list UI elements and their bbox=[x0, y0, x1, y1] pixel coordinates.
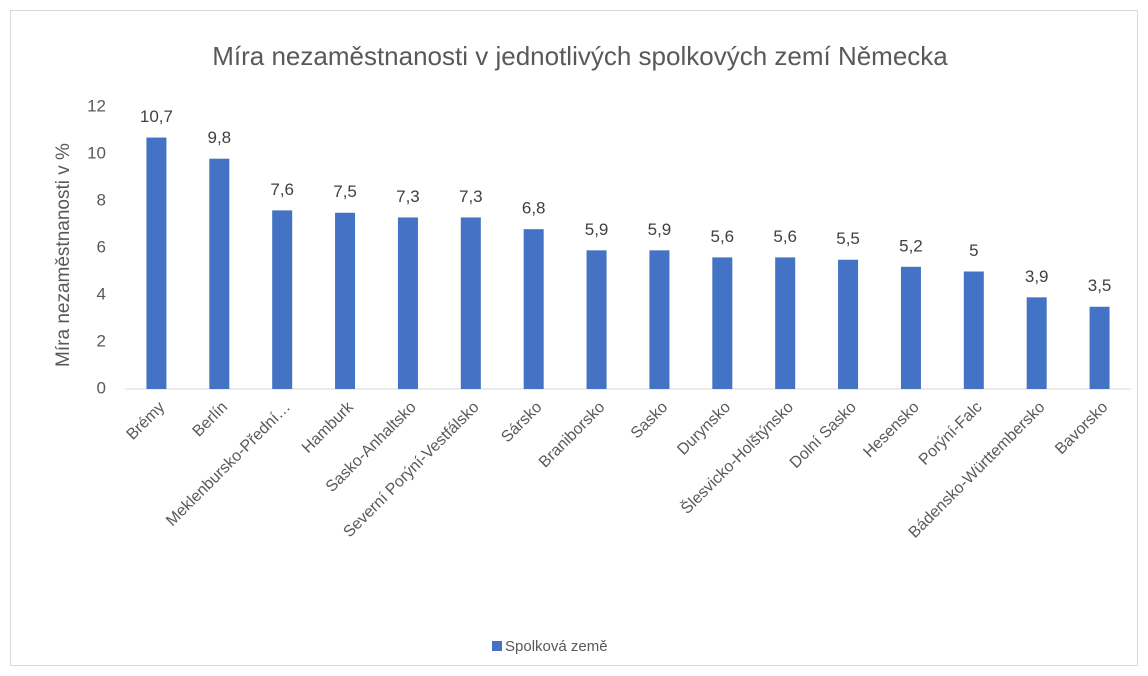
y-tick-label: 6 bbox=[97, 237, 106, 256]
data-label: 5,6 bbox=[710, 227, 734, 246]
data-label: 7,5 bbox=[333, 182, 357, 201]
legend-label: Spolková země bbox=[505, 638, 608, 655]
y-tick-label: 4 bbox=[97, 284, 106, 303]
data-label: 3,5 bbox=[1088, 276, 1112, 295]
data-label: 5,5 bbox=[836, 229, 860, 248]
data-label: 6,8 bbox=[522, 199, 546, 218]
data-label: 5,6 bbox=[773, 227, 797, 246]
chart-title: Míra nezaměstnanosti v jednotlivých spol… bbox=[212, 41, 948, 71]
bar bbox=[523, 229, 544, 389]
y-tick-label: 8 bbox=[97, 190, 106, 209]
data-label: 5,9 bbox=[585, 220, 609, 239]
bar bbox=[1089, 306, 1110, 389]
bar bbox=[649, 250, 670, 389]
data-label: 7,3 bbox=[459, 187, 483, 206]
y-tick-label: 12 bbox=[87, 96, 106, 115]
bar bbox=[146, 137, 167, 389]
bar bbox=[272, 210, 293, 389]
data-label: 5,2 bbox=[899, 236, 923, 255]
bar bbox=[209, 158, 230, 389]
data-label: 7,6 bbox=[270, 180, 294, 199]
bar bbox=[838, 259, 859, 389]
legend-swatch bbox=[492, 641, 502, 651]
data-label: 10,7 bbox=[140, 107, 173, 126]
y-tick-label: 10 bbox=[87, 143, 106, 162]
chart-frame bbox=[10, 10, 1138, 666]
bar bbox=[900, 266, 921, 389]
data-label: 7,3 bbox=[396, 187, 420, 206]
bar bbox=[963, 271, 984, 389]
data-label: 3,9 bbox=[1025, 267, 1049, 286]
bar bbox=[712, 257, 733, 389]
y-axis-label: Míra nezaměstnanosti v % bbox=[53, 143, 74, 367]
bar bbox=[460, 217, 481, 389]
bar bbox=[775, 257, 796, 389]
data-label: 5 bbox=[969, 241, 978, 260]
bar bbox=[397, 217, 418, 389]
bar bbox=[335, 212, 356, 389]
y-tick-label: 0 bbox=[97, 378, 106, 397]
y-tick-label: 2 bbox=[97, 331, 106, 350]
bar bbox=[1026, 297, 1047, 389]
bar bbox=[586, 250, 607, 389]
data-label: 5,9 bbox=[648, 220, 672, 239]
data-label: 9,8 bbox=[207, 128, 231, 147]
